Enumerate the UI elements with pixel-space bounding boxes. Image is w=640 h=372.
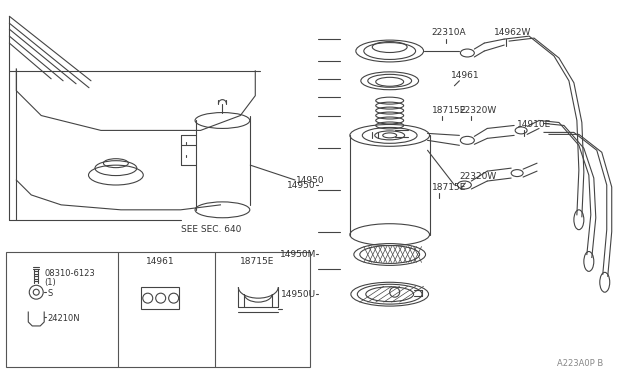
Text: 14950: 14950 [296,176,324,185]
Bar [6,253,310,367]
Text: 08310-6123: 08310-6123 [44,269,95,278]
Text: 14950U: 14950U [281,290,316,299]
Text: SEE SEC. 640: SEE SEC. 640 [180,225,241,234]
Text: 22310A: 22310A [431,28,466,37]
Text: 22320W: 22320W [460,172,497,181]
Text: 14961: 14961 [146,257,174,266]
Text: 22320W: 22320W [460,106,497,115]
Text: 18715E: 18715E [431,106,466,115]
Text: S: S [47,289,52,298]
Text: A223A0P B: A223A0P B [557,359,604,368]
Text: (1): (1) [44,278,56,287]
Text: 18715E: 18715E [241,257,275,266]
Text: 14961: 14961 [451,71,480,80]
Text: 18715E: 18715E [431,183,466,192]
Text: 24210N: 24210N [47,314,80,323]
Text: 14910E: 14910E [517,121,552,129]
Text: 14962W: 14962W [494,28,532,37]
Text: 14950M: 14950M [280,250,316,259]
Text: 14950: 14950 [287,180,316,189]
Bar [141,287,179,309]
